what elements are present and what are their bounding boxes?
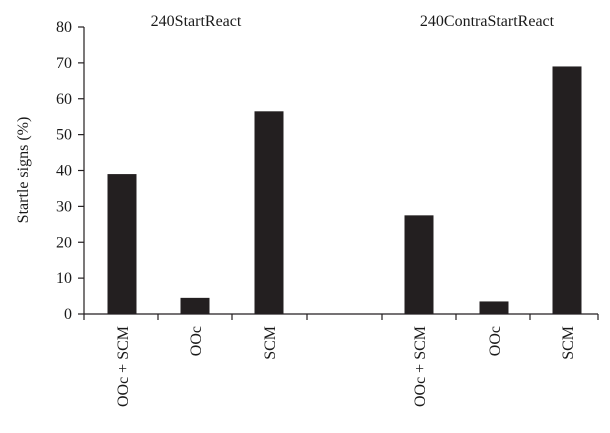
- x-tick-label: SCM: [560, 326, 577, 360]
- y-tick-label: 30: [56, 198, 72, 215]
- y-tick-label: 10: [56, 270, 72, 287]
- y-tick-label: 60: [56, 91, 72, 108]
- bar: [107, 174, 137, 314]
- y-tick-label: 0: [64, 306, 72, 323]
- y-tick-label: 50: [56, 127, 72, 144]
- group-title: 240ContraStartReact: [420, 13, 555, 30]
- x-tick-label: OOc + SCM: [412, 326, 429, 407]
- bar: [404, 215, 434, 314]
- y-tick-label: 70: [56, 55, 72, 72]
- x-axis-labels: OOc + SCM OOc SCM OOc + SCM OOc SCM: [115, 326, 577, 407]
- y-tick-label: 40: [56, 163, 72, 180]
- group-titles: 240StartReact 240ContraStartReact: [151, 13, 555, 30]
- y-axis-title: Startle signs (%): [15, 117, 32, 224]
- x-tick-label: OOc: [188, 326, 205, 356]
- x-tick-label: OOc + SCM: [115, 326, 132, 407]
- bars: [107, 66, 582, 315]
- bar: [254, 111, 284, 315]
- group-title: 240StartReact: [151, 13, 242, 30]
- bar: [552, 66, 582, 315]
- x-tick-label: OOc: [487, 326, 504, 356]
- x-tick-label: SCM: [262, 326, 279, 360]
- y-tick-label: 20: [56, 234, 72, 251]
- bar: [479, 301, 509, 314]
- bar: [180, 297, 210, 314]
- y-tick-label: 80: [56, 19, 72, 36]
- y-axis-ticks: 0 10 20 30 40 50 60 70 80: [56, 19, 599, 323]
